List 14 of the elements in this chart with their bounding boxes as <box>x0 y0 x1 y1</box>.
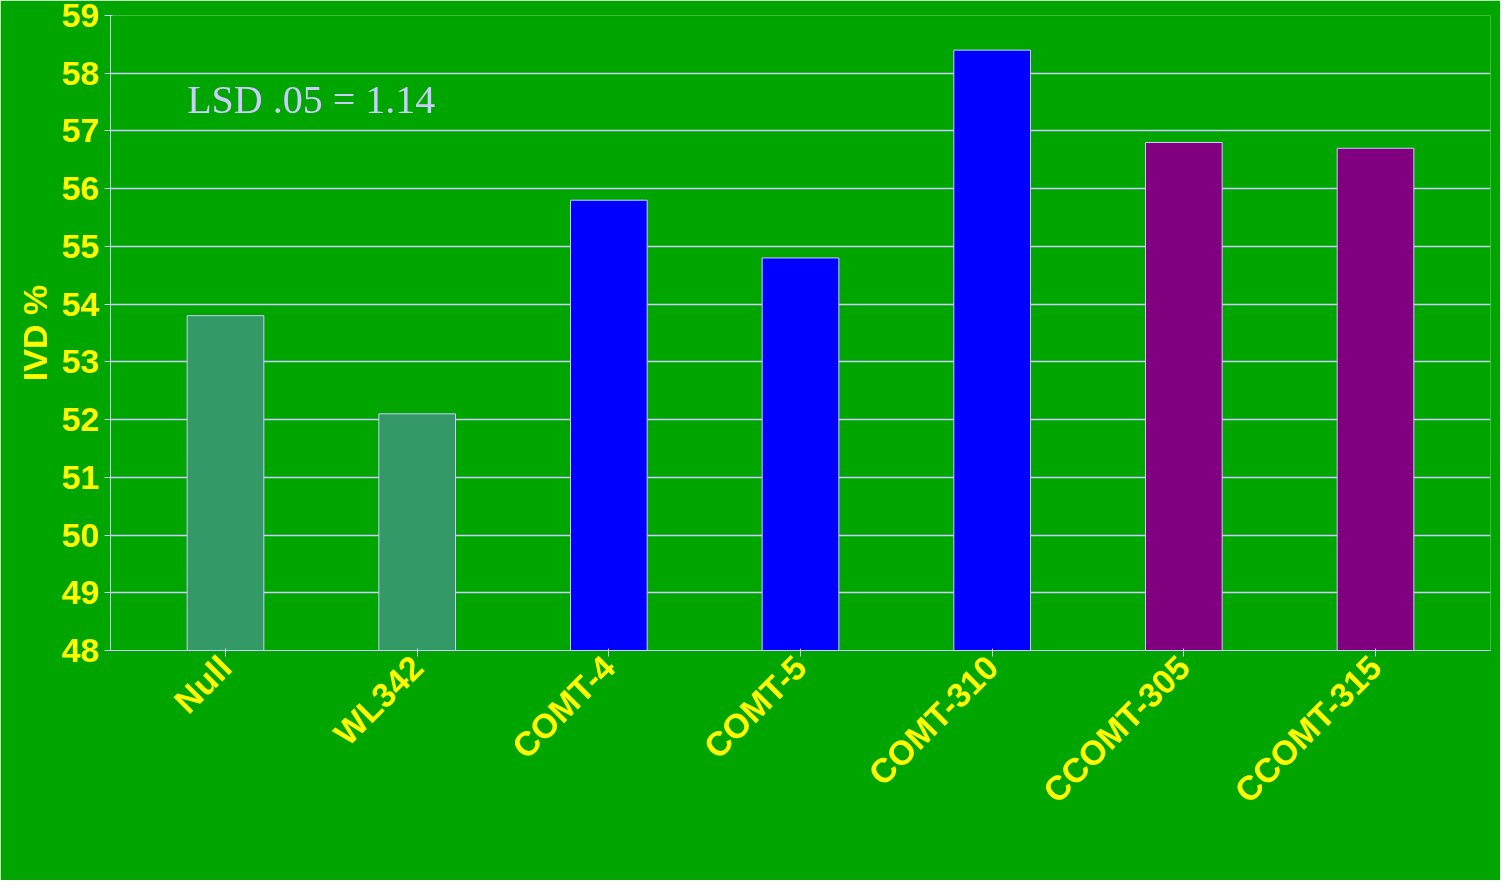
y-tick-label: 48 <box>61 631 100 669</box>
y-axis-title: IVD % <box>15 284 54 382</box>
y-tick-label: 58 <box>61 53 100 92</box>
y-tick-label: 54 <box>61 284 100 323</box>
y-tick-label: 57 <box>61 111 100 150</box>
y-tick-label: 53 <box>61 342 100 381</box>
y-tick-label: 50 <box>61 515 100 554</box>
y-tick-label: 56 <box>61 169 100 208</box>
annotation: LSD .05 = 1.14 <box>187 77 436 123</box>
y-tick-label: 52 <box>61 400 100 439</box>
y-tick-label: 51 <box>61 457 100 496</box>
y-tick-label: 59 <box>61 0 100 34</box>
y-tick-label: 55 <box>61 226 100 265</box>
y-tick-label: 49 <box>61 573 100 612</box>
